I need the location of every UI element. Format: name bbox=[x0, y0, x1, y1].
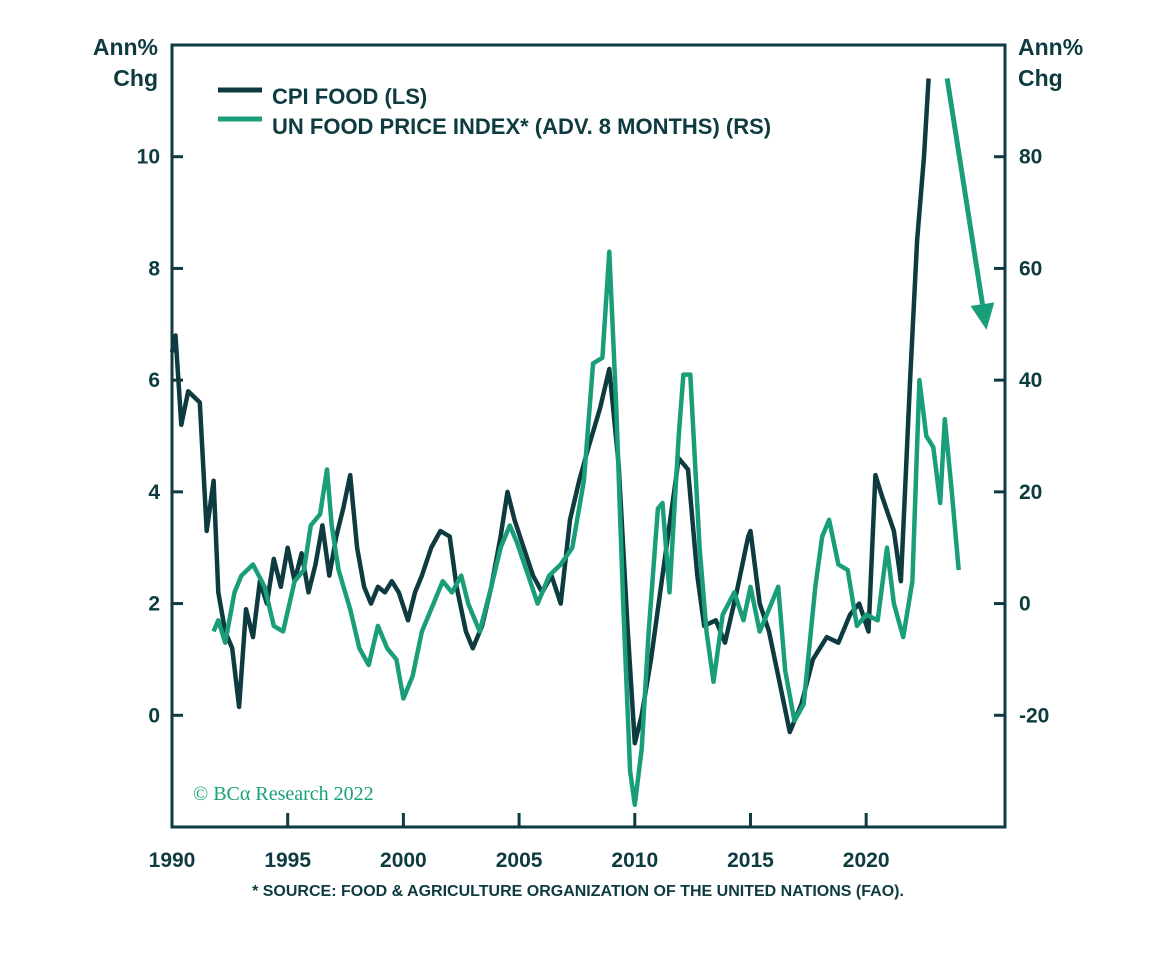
right-axis-tick-label: -20 bbox=[1019, 704, 1049, 727]
right-axis-unit-line2: Chg bbox=[1018, 65, 1063, 91]
un-food-price-index-line bbox=[211, 249, 961, 807]
x-axis-tick-label: 2020 bbox=[843, 849, 890, 872]
axis-ticks: 0 2 4 6 8 10 -20 0 20 40 60 80 1990 1995 2000 2005 2010 2… bbox=[137, 146, 1050, 872]
left-axis-unit-line1: Ann% bbox=[93, 34, 158, 60]
copyright-watermark: © BCα Research 2022 bbox=[193, 783, 374, 805]
left-axis-unit-line2: Chg bbox=[113, 65, 158, 91]
right-axis-tick-label: 0 bbox=[1019, 593, 1031, 616]
plot-frame bbox=[170, 43, 1007, 829]
x-axis-tick-label: 2000 bbox=[380, 849, 427, 872]
left-axis-tick-label: 8 bbox=[148, 257, 160, 280]
cpi-food-line bbox=[169, 78, 931, 746]
x-axis-tick-label: 2005 bbox=[496, 849, 543, 872]
legend-label-cpi-food: CPI FOOD (LS) bbox=[272, 84, 427, 109]
left-axis-tick-label: 4 bbox=[148, 481, 160, 504]
arrow-annotation-head bbox=[970, 302, 995, 330]
legend-label-un-food-price-index: UN FOOD PRICE INDEX* (ADV. 8 MONTHS) (RS… bbox=[272, 114, 771, 139]
left-axis-tick-label: 10 bbox=[137, 146, 160, 169]
arrow-annotation-shaft bbox=[944, 78, 985, 305]
left-axis-tick-label: 0 bbox=[148, 704, 160, 727]
right-axis-tick-label: 20 bbox=[1019, 481, 1042, 504]
x-axis-tick-label: 1990 bbox=[149, 849, 196, 872]
x-axis-tick-label: 1995 bbox=[264, 849, 311, 872]
right-axis-tick-label: 40 bbox=[1019, 369, 1042, 392]
right-axis-tick-label: 60 bbox=[1019, 257, 1042, 280]
right-axis-unit-line1: Ann% bbox=[1018, 34, 1083, 60]
x-axis-tick-label: 2015 bbox=[727, 849, 774, 872]
legend: CPI FOOD (LS) UN FOOD PRICE INDEX* (ADV.… bbox=[218, 84, 771, 139]
series-lines bbox=[169, 78, 995, 807]
source-note: * SOURCE: FOOD & AGRICULTURE ORGANIZATIO… bbox=[252, 883, 904, 900]
left-axis-tick-label: 6 bbox=[148, 369, 160, 392]
right-axis-tick-label: 80 bbox=[1019, 146, 1042, 169]
x-axis-tick-label: 2010 bbox=[611, 849, 658, 872]
plot-border bbox=[170, 43, 1007, 829]
left-axis-tick-label: 2 bbox=[148, 593, 160, 616]
